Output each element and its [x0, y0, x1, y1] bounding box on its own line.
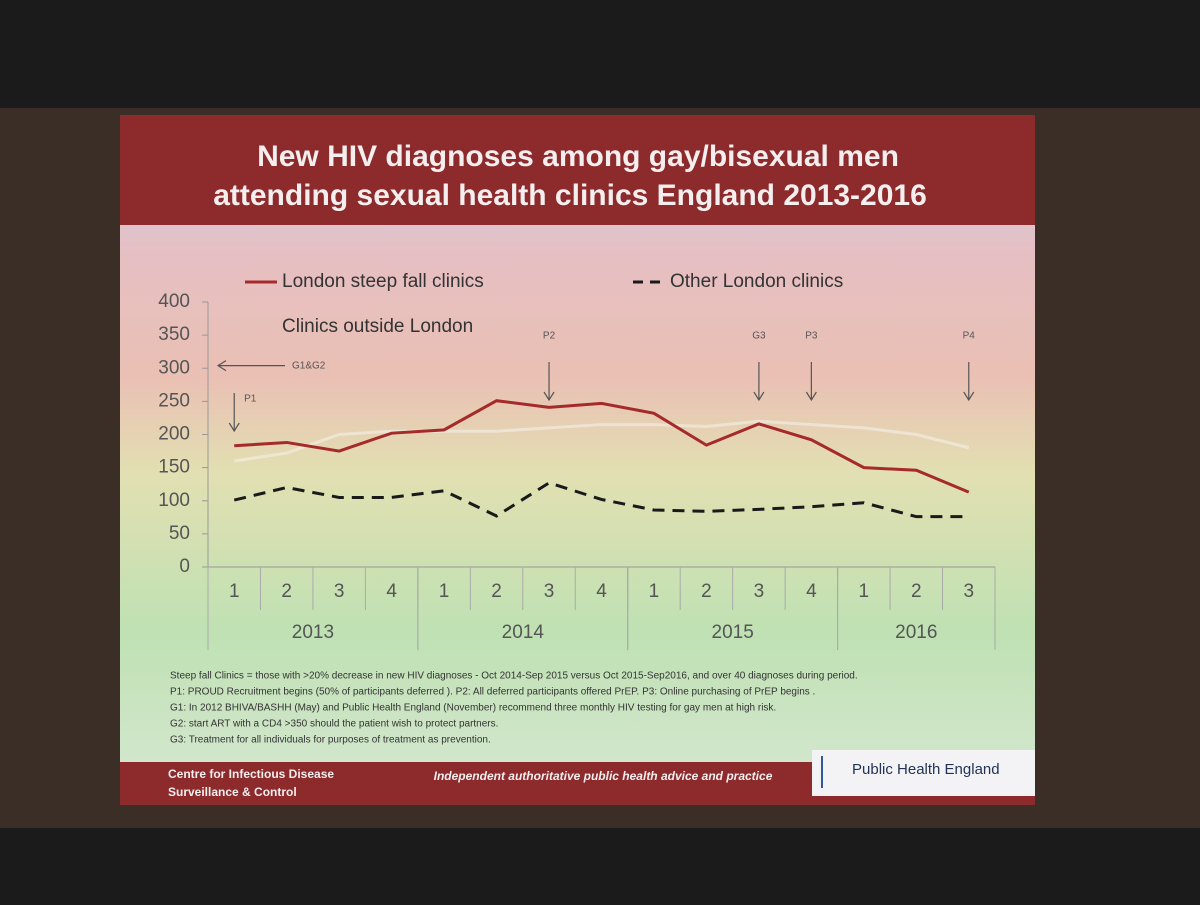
- x-group-label: 2014: [502, 622, 545, 643]
- x-tick-label: 1: [229, 581, 240, 602]
- series-line: [234, 399, 970, 494]
- x-tick-label: 3: [334, 581, 345, 602]
- y-tick-label: 150: [158, 457, 190, 478]
- x-tick-label: 4: [806, 581, 817, 602]
- y-tick-label: 50: [169, 523, 190, 544]
- annotation-arrowhead: [543, 391, 555, 402]
- y-tick-label: 250: [158, 390, 190, 411]
- y-tick-label: 100: [158, 490, 190, 511]
- x-tick-label: 3: [963, 581, 974, 602]
- footer-left: Surveillance & Control: [168, 785, 297, 799]
- footnote: G1: In 2012 BHIVA/BASHH (May) and Public…: [170, 703, 776, 714]
- annotation-label: P2: [543, 331, 556, 342]
- x-group-label: 2013: [292, 622, 334, 643]
- footnote: P1: PROUD Recruitment begins (50% of par…: [170, 687, 815, 698]
- footer-left: Centre for Infectious Disease: [168, 767, 334, 781]
- footer-logo: Public Health England: [852, 761, 1000, 778]
- x-tick-label: 4: [386, 581, 397, 602]
- title: New HIV diagnoses among gay/bisexual men: [257, 140, 899, 173]
- footnote: Steep fall Clinics = those with >20% dec…: [170, 671, 858, 682]
- x-group-label: 2016: [895, 622, 937, 643]
- title: attending sexual health clinics England …: [213, 179, 927, 212]
- y-tick-label: 400: [158, 291, 190, 312]
- annotation-label: P3: [805, 331, 818, 342]
- x-tick-label: 4: [596, 581, 607, 602]
- logo-box: [812, 750, 1035, 796]
- slide: [120, 115, 1035, 805]
- x-tick-label: 1: [649, 581, 660, 602]
- x-group-label: 2015: [712, 622, 754, 643]
- y-tick-label: 0: [179, 556, 190, 577]
- x-tick-label: 1: [859, 581, 870, 602]
- series-line: [233, 481, 969, 519]
- annotation-arrowhead: [963, 391, 975, 402]
- annotation-arrowhead: [228, 422, 240, 433]
- x-tick-label: 2: [701, 581, 712, 602]
- annotation-label: G3: [752, 331, 766, 342]
- x-tick-label: 2: [491, 581, 502, 602]
- x-tick-label: 1: [439, 581, 450, 602]
- annotation-arrowhead: [805, 391, 817, 402]
- x-tick-label: 3: [754, 581, 765, 602]
- annotation-arrowhead: [753, 391, 765, 402]
- annotation-label: P4: [963, 331, 976, 342]
- series-line: [234, 419, 970, 463]
- x-tick-label: 2: [911, 581, 922, 602]
- legend-label: London steep fall clinics: [282, 271, 484, 292]
- y-tick-label: 200: [158, 424, 190, 445]
- footnote: G3: Treatment for all individuals for pu…: [170, 735, 491, 746]
- legend-label: Clinics outside London: [282, 316, 473, 337]
- x-tick-label: 2: [281, 581, 292, 602]
- y-tick-label: 300: [158, 357, 190, 378]
- annotation-label: P1: [244, 394, 257, 405]
- legend-label: Other London clinics: [670, 271, 843, 292]
- x-tick-label: 3: [544, 581, 555, 602]
- footnote: G2: start ART with a CD4 >350 should the…: [170, 719, 498, 730]
- y-tick-label: 350: [158, 324, 190, 345]
- annotation-label: G1&G2: [292, 360, 326, 371]
- title-band: [120, 115, 1035, 225]
- annotation-arrowhead: [216, 360, 227, 372]
- footer-tagline: Independent authoritative public health …: [434, 769, 773, 783]
